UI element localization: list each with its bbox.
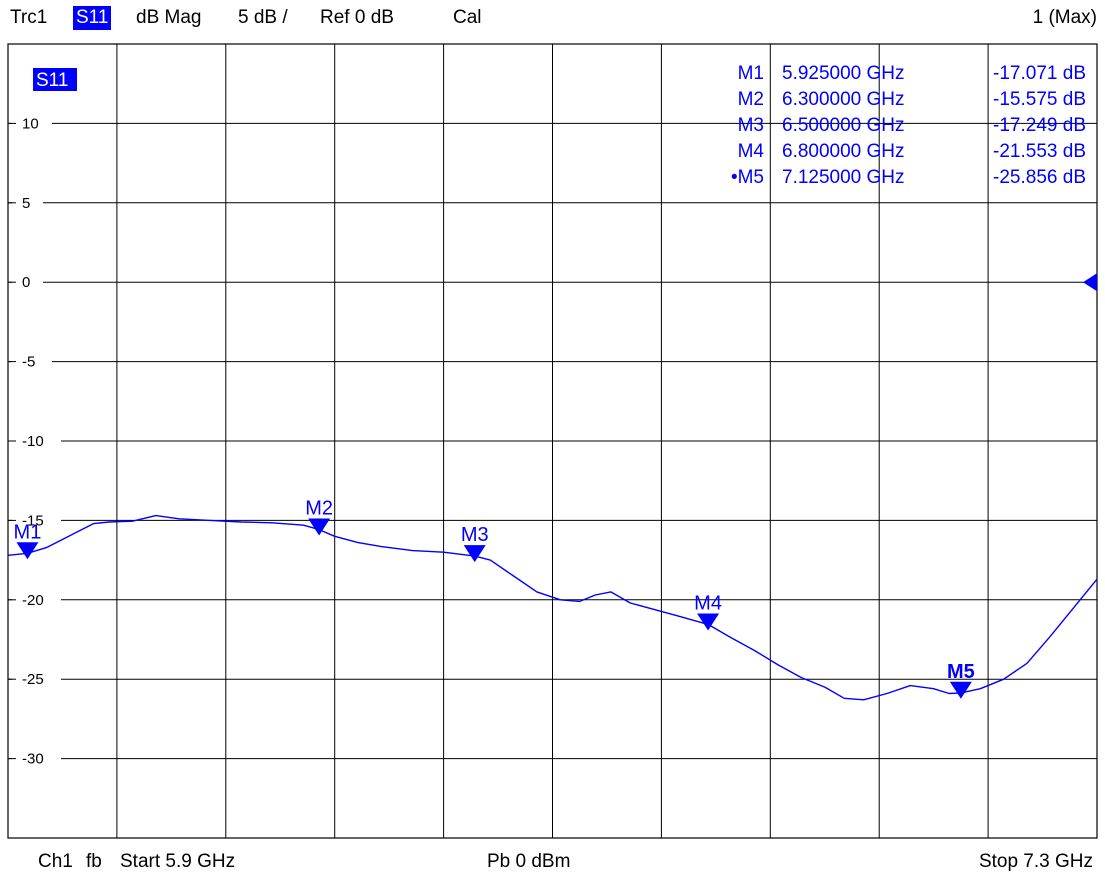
trace-header: Trc1 S11 dB Mag 5 dB / Ref 0 dB Cal 1 (M… <box>0 0 1105 44</box>
marker-info-value: -17.071 dB <box>993 63 1086 84</box>
y-tick-label: -15 <box>22 512 44 529</box>
y-tick-label: -10 <box>22 433 44 450</box>
marker-triangle[interactable] <box>697 613 720 631</box>
y-tick-label-bg <box>12 670 61 689</box>
sweep-flag: fb <box>86 851 102 872</box>
channel-footer: Ch1 fb Start 5.9 GHz Pb 0 dBm Stop 7.3 G… <box>0 845 1105 882</box>
marker-info-name: M4 <box>738 141 765 162</box>
y-tick-label-bg <box>12 114 52 133</box>
marker-info-name: M2 <box>738 89 764 110</box>
y-tick-label: -30 <box>22 751 44 768</box>
start-frequency[interactable]: Start 5.9 GHz <box>120 851 236 872</box>
y-tick-label: 0 <box>22 274 30 291</box>
y-tick-label-bg <box>12 749 61 768</box>
marker-info-value: -15.575 dB <box>993 89 1086 110</box>
reference-level-arrow[interactable] <box>1083 273 1097 292</box>
trace-parameter-badge[interactable]: S11 <box>73 6 112 30</box>
channel-name[interactable]: Ch1 <box>38 851 73 872</box>
trace-scale[interactable]: 5 dB / <box>238 7 288 28</box>
marker-triangle[interactable] <box>16 542 39 560</box>
marker-triangle[interactable] <box>308 518 331 536</box>
stop-frequency[interactable]: Stop 7.3 GHz <box>978 851 1093 872</box>
y-tick-label-bg <box>12 432 61 450</box>
calibration-status: Cal <box>453 7 482 28</box>
marker-info-frequency: 6.800000 GHz <box>782 141 905 162</box>
marker-label: M1 <box>14 521 42 543</box>
y-tick-label: 10 <box>22 115 39 132</box>
marker-label: M5 <box>947 661 975 683</box>
marker-info-frequency: 7.125000 GHz <box>782 167 905 188</box>
marker-triangle[interactable] <box>463 545 486 563</box>
marker-info-frequency: 6.300000 GHz <box>782 89 905 110</box>
marker-info-value: -17.249 dB <box>993 115 1086 136</box>
marker-info-value: -25.856 dB <box>993 167 1086 188</box>
marker-info-name: M1 <box>738 63 764 84</box>
y-tick-label-bg <box>12 193 43 212</box>
y-tick-label: 5 <box>22 195 30 212</box>
trace-label[interactable]: S11 <box>36 70 68 91</box>
marker-triangle[interactable] <box>949 681 972 699</box>
marker-info-frequency: 6.500000 GHz <box>782 115 905 136</box>
trace-name[interactable]: Trc1 <box>10 7 48 28</box>
y-tick-label-bg <box>12 590 61 609</box>
y-tick-label: -5 <box>22 354 35 371</box>
marker-info-frequency: 5.925000 GHz <box>782 63 905 84</box>
marker-label: M4 <box>694 592 722 614</box>
y-tick-label-bg <box>12 511 61 530</box>
y-tick-label-bg <box>12 273 43 292</box>
marker-label: M3 <box>461 524 489 546</box>
y-tick-label: -25 <box>22 671 44 688</box>
marker-info-value: -21.553 dB <box>993 141 1086 162</box>
marker-info-name: •M5 <box>731 167 764 188</box>
trace-label-box <box>33 68 77 91</box>
trace-reference-level[interactable]: Ref 0 dB <box>320 7 394 28</box>
y-tick-label: -20 <box>22 592 44 609</box>
source-power[interactable]: Pb 0 dBm <box>487 851 571 872</box>
marker-info-name: M3 <box>738 115 764 136</box>
window-label[interactable]: 1 (Max) <box>1032 7 1097 28</box>
trace-format[interactable]: dB Mag <box>136 7 202 28</box>
y-tick-label-bg <box>12 352 52 371</box>
marker-label: M2 <box>305 498 333 520</box>
s11-trace-line[interactable] <box>7 514 1098 701</box>
